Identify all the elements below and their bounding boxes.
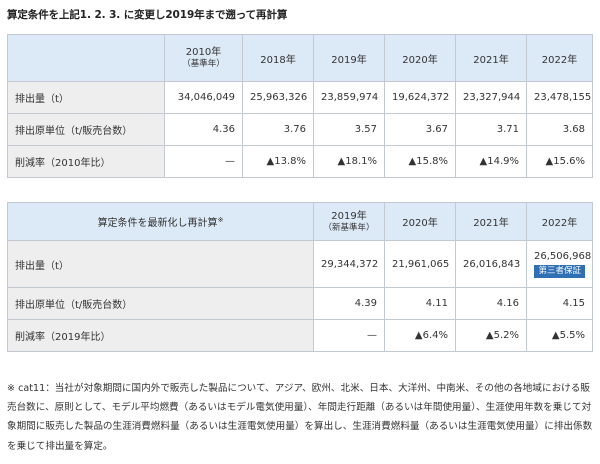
header-year-2018: 2018年 — [242, 34, 314, 82]
table-cell: 4.39 — [313, 287, 385, 320]
table-cell: 3.71 — [455, 113, 527, 146]
table-cell: ▲18.1% — [313, 145, 385, 178]
third-party-assurance-badge: 第三者保証 — [534, 264, 585, 278]
table-cell: — — [313, 319, 385, 352]
section-heading: 算定条件を上記1. 2. 3. に変更し2019年まで遡って再計算 — [7, 9, 288, 21]
table-cell: 23,478,155 — [526, 81, 593, 114]
emissions-table-2010-base: 2010年 （基準年） 2018年 2019年 2020年 2021年 2022… — [7, 34, 593, 178]
table-cell: 34,046,049 — [164, 81, 243, 114]
row-label: 削減率（2010年比） — [7, 145, 165, 178]
table-cell: 3.67 — [384, 113, 456, 146]
table-cell: 29,344,372 — [313, 240, 385, 288]
table-cell: ▲15.6% — [526, 145, 593, 178]
table-row-emissions: 排出量（t） 34,046,049 25,963,326 23,859,974 … — [7, 81, 593, 114]
table-cell: ▲5.5% — [526, 319, 593, 352]
header-year-2021: 2021年 — [455, 202, 527, 241]
table-cell: 3.68 — [526, 113, 593, 146]
table-row-intensity: 排出原単位（t/販売台数） 4.39 4.11 4.16 4.15 — [7, 287, 593, 320]
table-cell: 4.36 — [164, 113, 243, 146]
table-cell: 4.11 — [384, 287, 456, 320]
table-cell-value: 26,506,968 — [534, 250, 592, 262]
table-row-reduction: 削減率（2019年比） — ▲6.4% ▲5.2% ▲5.5% — [7, 319, 593, 352]
header-year-2019: 2019年 — [313, 34, 385, 82]
footnote: ※ cat11：当社が対象期間に国内外で販売した製品について、アジア、欧州、北米… — [7, 383, 593, 452]
row-label: 削減率（2019年比） — [7, 319, 314, 352]
table-row-reduction: 削減率（2010年比） — ▲13.8% ▲18.1% ▲15.8% ▲14.9… — [7, 145, 593, 178]
table-cell: 3.76 — [242, 113, 314, 146]
header-year-2010: 2010年 （基準年） — [164, 34, 243, 82]
table-cell: 25,963,326 — [242, 81, 314, 114]
table-header-row: 2010年 （基準年） 2018年 2019年 2020年 2021年 2022… — [7, 34, 593, 82]
table-cell: 4.15 — [526, 287, 593, 320]
table-cell: 23,859,974 — [313, 81, 385, 114]
table-cell: 26,506,968 第三者保証 — [526, 240, 593, 288]
header-year-2022: 2022年 — [526, 34, 593, 82]
table-cell: 23,327,944 — [455, 81, 527, 114]
table-cell: ▲5.2% — [455, 319, 527, 352]
table-title-cell: 算定条件を最新化し再計算※ — [7, 202, 314, 241]
table-row-intensity: 排出原単位（t/販売台数） 4.36 3.76 3.57 3.67 3.71 3… — [7, 113, 593, 146]
header-empty-cell — [7, 34, 165, 82]
table-cell: 19,624,372 — [384, 81, 456, 114]
table-cell: 21,961,065 — [384, 240, 456, 288]
table-cell: 26,016,843 — [455, 240, 527, 288]
table-cell: ▲15.8% — [384, 145, 456, 178]
row-label: 排出原単位（t/販売台数） — [7, 113, 165, 146]
table-row-emissions: 排出量（t） 29,344,372 21,961,065 26,016,843 … — [7, 240, 593, 288]
emissions-table-2019-base: 算定条件を最新化し再計算※ 2019年 （新基準年） 2020年 2021年 2… — [7, 202, 593, 352]
table-cell: 3.57 — [313, 113, 385, 146]
table-cell: ▲14.9% — [455, 145, 527, 178]
header-year-2021: 2021年 — [455, 34, 527, 82]
table-cell: — — [164, 145, 243, 178]
header-year-2020: 2020年 — [384, 202, 456, 241]
header-year-2022: 2022年 — [526, 202, 593, 241]
table-cell: ▲13.8% — [242, 145, 314, 178]
header-year-2019: 2019年 （新基準年） — [313, 202, 385, 241]
row-label: 排出原単位（t/販売台数） — [7, 287, 314, 320]
footnote-mark: ※ — [217, 216, 224, 224]
table-cell: 4.16 — [455, 287, 527, 320]
row-label: 排出量（t） — [7, 240, 314, 288]
row-label: 排出量（t） — [7, 81, 165, 114]
table-cell: ▲6.4% — [384, 319, 456, 352]
header-year-2020: 2020年 — [384, 34, 456, 82]
table-header-row: 算定条件を最新化し再計算※ 2019年 （新基準年） 2020年 2021年 2… — [7, 202, 593, 241]
